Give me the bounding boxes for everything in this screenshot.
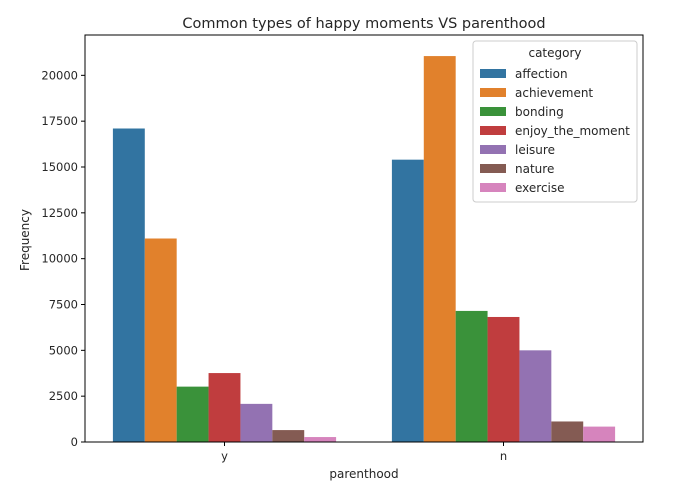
legend: category affection achievement bonding enjoy…	[472, 40, 638, 203]
legend-title: category	[528, 46, 581, 60]
bar-achievement-n	[423, 56, 456, 442]
legend-swatch-enjoy_the_moment	[480, 126, 506, 135]
legend-label-bonding: bonding	[515, 105, 564, 119]
bar-affection-n	[391, 159, 424, 443]
x-tick-label-y: y	[221, 449, 228, 463]
legend-swatch-nature	[480, 164, 506, 173]
bar-nature-y	[272, 430, 305, 442]
bar-exercise-y	[304, 437, 337, 442]
bar-leisure-y	[240, 403, 273, 442]
legend-label-exercise: exercise	[515, 181, 565, 195]
legend-swatch-affection	[480, 69, 506, 78]
legend-label-achievement: achievement	[515, 86, 593, 100]
legend-swatch-achievement	[480, 88, 506, 97]
y-tick-label: 5000	[49, 343, 78, 357]
legend-label-leisure: leisure	[515, 143, 555, 157]
y-tick-label: 20000	[41, 68, 78, 82]
axes-layer: 0 2500 5000 7500 10000 12500 15000 17500 20000 y n	[41, 34, 644, 463]
bar-bonding-y	[176, 386, 209, 442]
chart-title: Common types of happy moments VS parenth…	[182, 16, 545, 32]
bars-layer	[112, 56, 616, 443]
bar-achievement-y	[144, 238, 177, 442]
y-tick-label: 17500	[41, 114, 78, 128]
y-tick-label: 10000	[41, 252, 78, 266]
legend-label-enjoy_the_moment: enjoy_the_moment	[515, 124, 630, 138]
bar-nature-n	[551, 421, 584, 442]
legend-box	[472, 40, 638, 203]
y-tick-label: 12500	[41, 206, 78, 220]
bar-enjoy_the_moment-n	[487, 316, 520, 442]
legend-swatch-bonding	[480, 107, 506, 116]
bar-exercise-n	[583, 426, 616, 442]
bar-enjoy_the_moment-y	[208, 373, 241, 442]
plot-frame	[84, 34, 644, 443]
bar-leisure-n	[519, 350, 552, 442]
y-tick-label: 7500	[49, 298, 78, 312]
y-tick-label: 15000	[41, 160, 78, 174]
x-axis-label: parenthood	[329, 467, 398, 481]
legend-swatch-exercise	[480, 183, 506, 192]
legend-label-nature: nature	[515, 162, 554, 176]
y-tick-label: 0	[71, 435, 78, 449]
legend-swatch-leisure	[480, 145, 506, 154]
bar-affection-y	[112, 128, 145, 442]
y-axis-label: Frequency	[18, 209, 32, 271]
y-tick-label: 2500	[49, 389, 78, 403]
legend-label-affection: affection	[515, 67, 568, 81]
bar-bonding-n	[455, 310, 488, 442]
x-tick-label-n: n	[500, 449, 507, 463]
